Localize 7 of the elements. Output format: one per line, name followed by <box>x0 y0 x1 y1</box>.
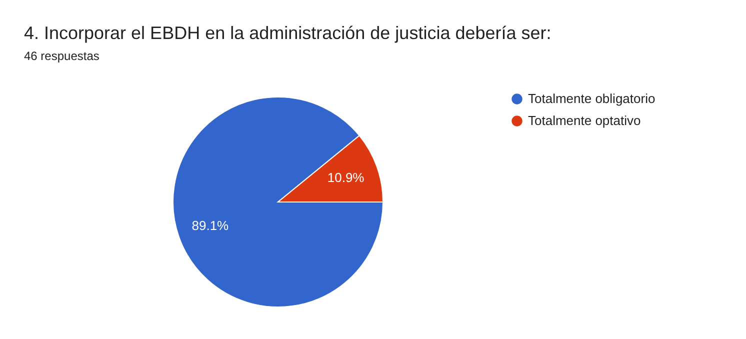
legend-label: Totalmente optativo <box>528 113 641 128</box>
data-label: 89.1% <box>192 218 230 234</box>
pie-slice <box>172 96 384 308</box>
legend-label: Totalmente obligatorio <box>528 91 656 106</box>
text: 46 respuestas <box>24 49 100 63</box>
chart-title: 4. Incorporar el EBDH en la administración de justicia debería ser: <box>24 23 552 43</box>
data-label: 10.9% <box>327 170 365 185</box>
